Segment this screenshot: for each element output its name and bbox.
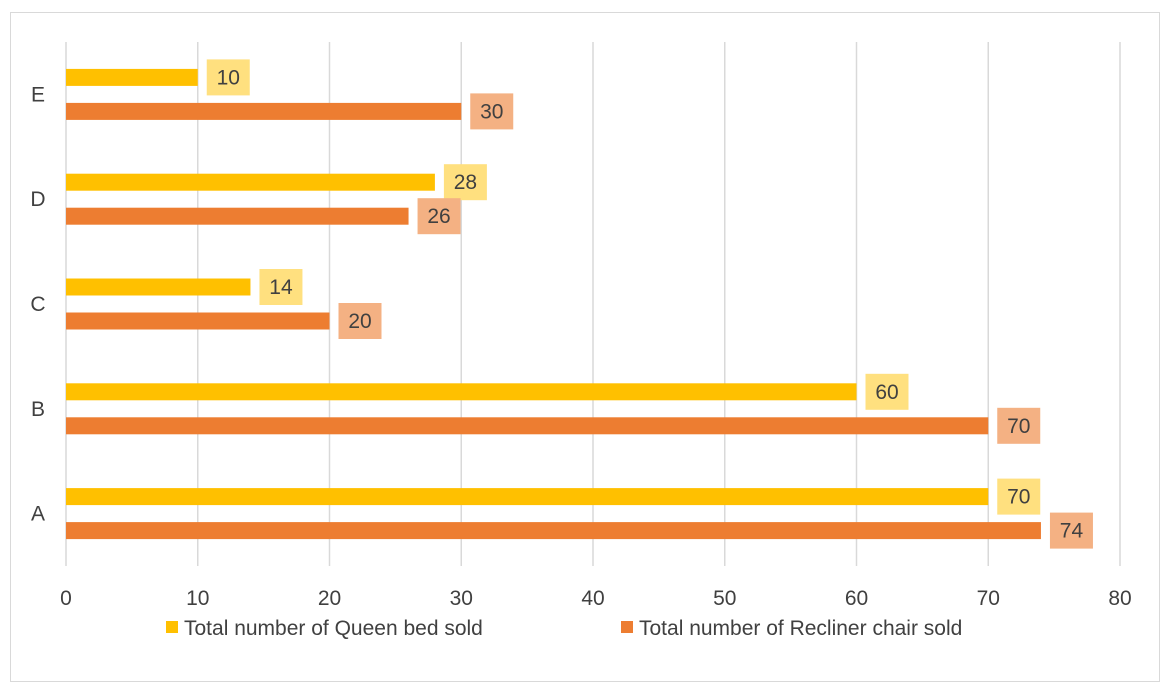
y-category-label: D: [30, 188, 45, 211]
data-label-box: [443, 164, 487, 201]
data-label: 26: [427, 205, 450, 228]
bar-queen-bed: [66, 68, 198, 86]
data-label-box: [997, 478, 1041, 515]
data-label-box: [1049, 512, 1093, 549]
bar-queen-bed: [66, 383, 857, 401]
chart-frame: [10, 12, 1160, 682]
x-tick-label: 70: [977, 587, 1000, 610]
x-tick-label: 20: [318, 587, 341, 610]
data-label: 28: [454, 171, 477, 194]
data-label-box: [259, 269, 303, 305]
legend-swatch: [166, 621, 178, 633]
data-label: 14: [269, 276, 293, 299]
x-tick-label: 30: [450, 587, 473, 610]
data-label: 10: [217, 66, 240, 89]
legend-swatch: [621, 621, 633, 633]
legend-label: Total number of Queen bed sold: [184, 617, 483, 640]
data-label-box: [865, 373, 909, 410]
data-label-box: [417, 198, 461, 235]
bar-queen-bed: [66, 278, 251, 296]
data-label-box: [470, 93, 514, 130]
bar-recliner-chair: [66, 522, 1041, 540]
x-tick-label: 50: [713, 587, 736, 610]
bar-recliner-chair: [66, 207, 409, 225]
bar-recliner-chair: [66, 312, 330, 330]
bar-queen-bed: [66, 488, 989, 506]
data-label: 70: [1007, 415, 1030, 438]
bar-queen-bed: [66, 173, 435, 191]
data-label: 70: [1007, 486, 1030, 509]
x-tick-label: 80: [1108, 587, 1131, 610]
y-category-label: A: [31, 503, 45, 526]
data-label: 20: [348, 310, 371, 333]
y-category-label: C: [30, 293, 45, 316]
legend-label: Total number of Recliner chair sold: [639, 617, 962, 640]
y-category-label: B: [31, 398, 45, 421]
x-tick-label: 0: [60, 587, 72, 610]
data-label: 60: [875, 381, 898, 404]
data-label-box: [997, 407, 1041, 444]
x-tick-label: 10: [186, 587, 209, 610]
data-label: 74: [1060, 520, 1084, 543]
x-tick-label: 60: [845, 587, 868, 610]
bar-recliner-chair: [66, 102, 462, 120]
bar-recliner-chair: [66, 417, 989, 435]
x-tick-label: 40: [581, 587, 604, 610]
y-category-label: E: [31, 83, 45, 106]
data-label-box: [338, 303, 382, 339]
data-label: 30: [480, 100, 503, 123]
data-label-box: [206, 59, 250, 96]
